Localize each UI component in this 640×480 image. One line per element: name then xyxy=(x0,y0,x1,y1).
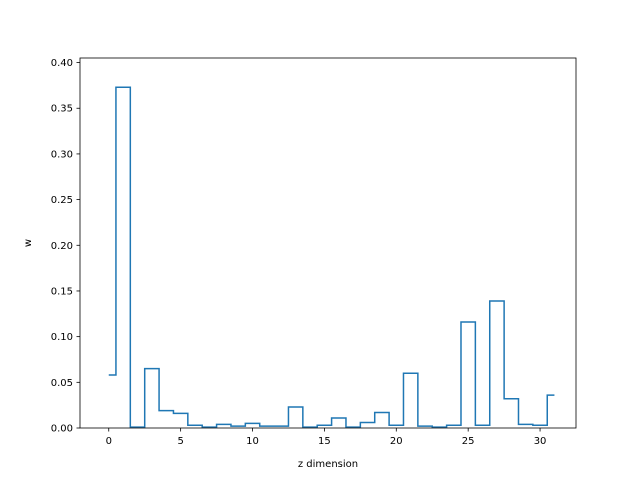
y-tick-label: 0.15 xyxy=(51,286,73,297)
y-axis-label: w xyxy=(23,239,34,247)
plot-area xyxy=(108,86,555,428)
y-tick-label: 0.20 xyxy=(51,241,73,252)
y-tick-label: 0.10 xyxy=(51,332,73,343)
y-tick-label: 0.25 xyxy=(51,195,73,206)
x-tick-label: 0 xyxy=(106,436,112,447)
y-tick-label: 0.40 xyxy=(51,58,73,69)
axes-frame xyxy=(79,57,577,429)
y-tick-label: 0.00 xyxy=(51,424,73,435)
x-axis-label: z dimension xyxy=(298,459,358,470)
y-tick-label: 0.35 xyxy=(51,104,73,115)
x-tick-label: 15 xyxy=(318,436,331,447)
x-tick-label: 5 xyxy=(177,436,183,447)
y-axis: 0.00 0.05 0.10 0.15 0.20 0.25 0.30 0.35 0.40 xyxy=(51,58,80,435)
x-tick-label: 10 xyxy=(246,436,259,447)
series-step-line xyxy=(108,86,555,428)
y-tick-label: 0.05 xyxy=(51,378,73,389)
x-tick-label: 25 xyxy=(462,436,475,447)
x-axis: 0 5 10 15 20 25 30 xyxy=(106,428,547,447)
x-tick-label: 20 xyxy=(390,436,403,447)
y-tick-label: 0.30 xyxy=(51,149,73,160)
x-tick-label: 30 xyxy=(534,436,547,447)
